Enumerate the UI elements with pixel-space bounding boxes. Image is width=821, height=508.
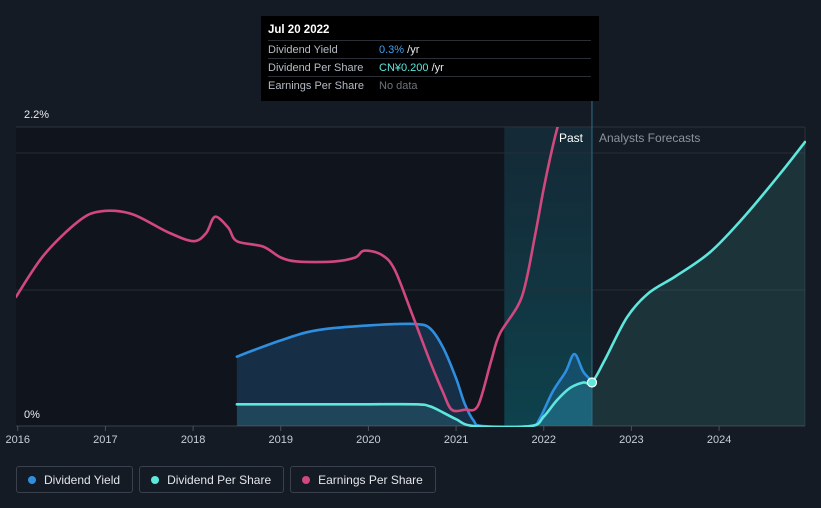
series-areas (236, 142, 805, 427)
tooltip-dividend-yield-value: 0.3% (379, 43, 405, 56)
highlight-point (586, 377, 598, 388)
past-background (16, 127, 592, 426)
dividend-per-share-area (236, 142, 805, 427)
tooltip-earnings-per-share-value: No data (379, 79, 418, 92)
legend-dot-icon (302, 475, 311, 484)
tooltip-row-dividend-yield: Dividend Yield 0.3% /yr (268, 40, 591, 58)
x-tick-label: 2016 (6, 434, 30, 446)
x-axis-ticks: 2016 2017 2018 2019 2020 2021 2022 2023 2024 (6, 426, 731, 446)
legend-dot-icon (28, 475, 36, 484)
x-tick-label: 2017 (93, 434, 117, 446)
tooltip-suffix: /yr (404, 43, 420, 56)
x-tick-label: 2021 (444, 434, 468, 446)
tooltip-label: Dividend Per Share (268, 61, 364, 74)
x-tick-label: 2023 (619, 434, 643, 446)
tooltip-date: Jul 20 2022 (268, 24, 330, 36)
x-tick-label: 2024 (707, 434, 731, 446)
x-tick-label: 2019 (269, 434, 293, 446)
x-tick-label: 2022 (532, 434, 556, 446)
earnings-per-share-line (16, 127, 559, 413)
dividend-per-share-line (235, 140, 806, 427)
x-tick-label: 2020 (356, 434, 380, 446)
legend-item-dividend-yield[interactable]: Dividend Yield (16, 466, 134, 493)
x-tick-label: 2018 (181, 434, 205, 446)
tooltip-dividend-per-share-value: CN¥0.200 (379, 61, 429, 74)
legend-label: Dividend Yield (44, 472, 121, 487)
forecast-shaded-region (504, 127, 592, 426)
legend-label: Earnings Per Share (318, 472, 423, 487)
tooltip-row-earnings-per-share: Earnings Per Share No data (268, 76, 591, 94)
tooltip-value: CN¥0.200 /yr (379, 62, 444, 74)
tooltip-label: Dividend Yield (268, 43, 338, 56)
tooltip-label: Earnings Per Share (268, 79, 364, 92)
legend-dot-icon (151, 475, 160, 484)
y-axis-bottom-label: 0% (24, 409, 40, 421)
dividend-yield-area (236, 323, 592, 427)
forecast-label: Analysts Forecasts (599, 131, 700, 145)
dividend-yield-line (235, 322, 594, 427)
legend-label: Dividend Per Share (167, 472, 272, 487)
past-label: Past (559, 131, 584, 145)
legend-item-dividend-per-share[interactable]: Dividend Per Share (139, 466, 285, 493)
legend-item-earnings-per-share[interactable]: Earnings Per Share (290, 466, 436, 493)
tooltip-suffix: /yr (428, 61, 444, 74)
hover-tooltip: Jul 20 2022 Dividend Yield 0.3% /yr Divi… (261, 16, 599, 101)
chart-legend: Dividend Yield Dividend Per Share Earnin… (16, 466, 436, 493)
tooltip-value: 0.3% /yr (379, 44, 419, 56)
y-axis-top-label: 2.2% (24, 109, 49, 121)
series-lines (16, 127, 806, 427)
tooltip-row-dividend-per-share: Dividend Per Share CN¥0.200 /yr (268, 58, 591, 76)
